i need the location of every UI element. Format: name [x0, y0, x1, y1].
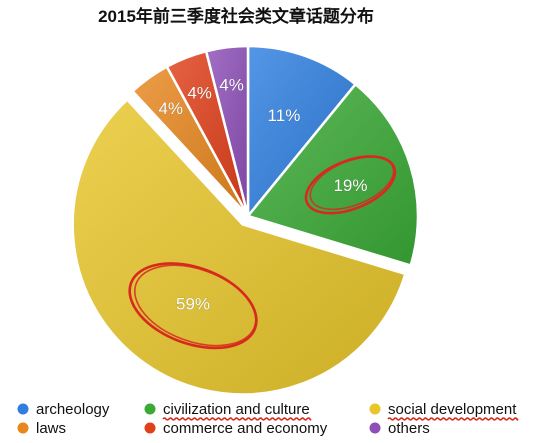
pie-label-civilization-and-culture: 19%	[333, 176, 367, 195]
pie-slice-archeology	[246, 44, 358, 220]
legend-swatch-laws	[17, 422, 29, 434]
annotation-circle-social-development	[128, 262, 258, 350]
legend-label-commerce-and-economy: commerce and economy	[163, 420, 328, 437]
legend-underline-social-development	[387, 417, 519, 421]
legend-label-others: others	[388, 420, 430, 437]
legend-label-archeology: archeology	[36, 401, 110, 418]
legend-swatch-commerce-and-economy	[144, 422, 156, 434]
legend-item-archeology: archeology	[17, 401, 110, 418]
pie-label-laws: 4%	[158, 99, 183, 118]
legend-swatch-archeology	[17, 403, 29, 415]
legend-swatch-social-development	[369, 403, 381, 415]
pie-slice-others	[204, 44, 250, 217]
legend-item-commerce-and-economy: commerce and economy	[144, 420, 328, 437]
legend-item-civilization-and-culture: civilization and culture	[144, 401, 312, 421]
pie-slice-social-development	[71, 97, 407, 396]
pie-label-archeology: 11%	[268, 106, 301, 125]
pie-label-others: 4%	[219, 75, 244, 94]
legend-label-laws: laws	[36, 420, 66, 437]
legend-item-social-development: social development	[369, 401, 519, 421]
legend-swatch-civilization-and-culture	[144, 403, 156, 415]
pie-label-commerce-and-economy: 4%	[187, 84, 212, 103]
legend-underline-civilization-and-culture	[162, 417, 312, 421]
pie-slice-civilization-and-culture	[245, 82, 420, 268]
legend-label-civilization-and-culture: civilization and culture	[163, 401, 310, 418]
legend-item-others: others	[369, 420, 430, 437]
legend-swatch-others	[369, 422, 381, 434]
chart-title: 2015年前三季度社会类文章话题分布	[98, 6, 374, 26]
legend-label-social-development: social development	[388, 401, 517, 418]
pie-label-social-development: 59%	[176, 295, 210, 314]
annotation-circle-civilization-and-culture	[304, 155, 397, 215]
legend-item-laws: laws	[17, 420, 66, 437]
